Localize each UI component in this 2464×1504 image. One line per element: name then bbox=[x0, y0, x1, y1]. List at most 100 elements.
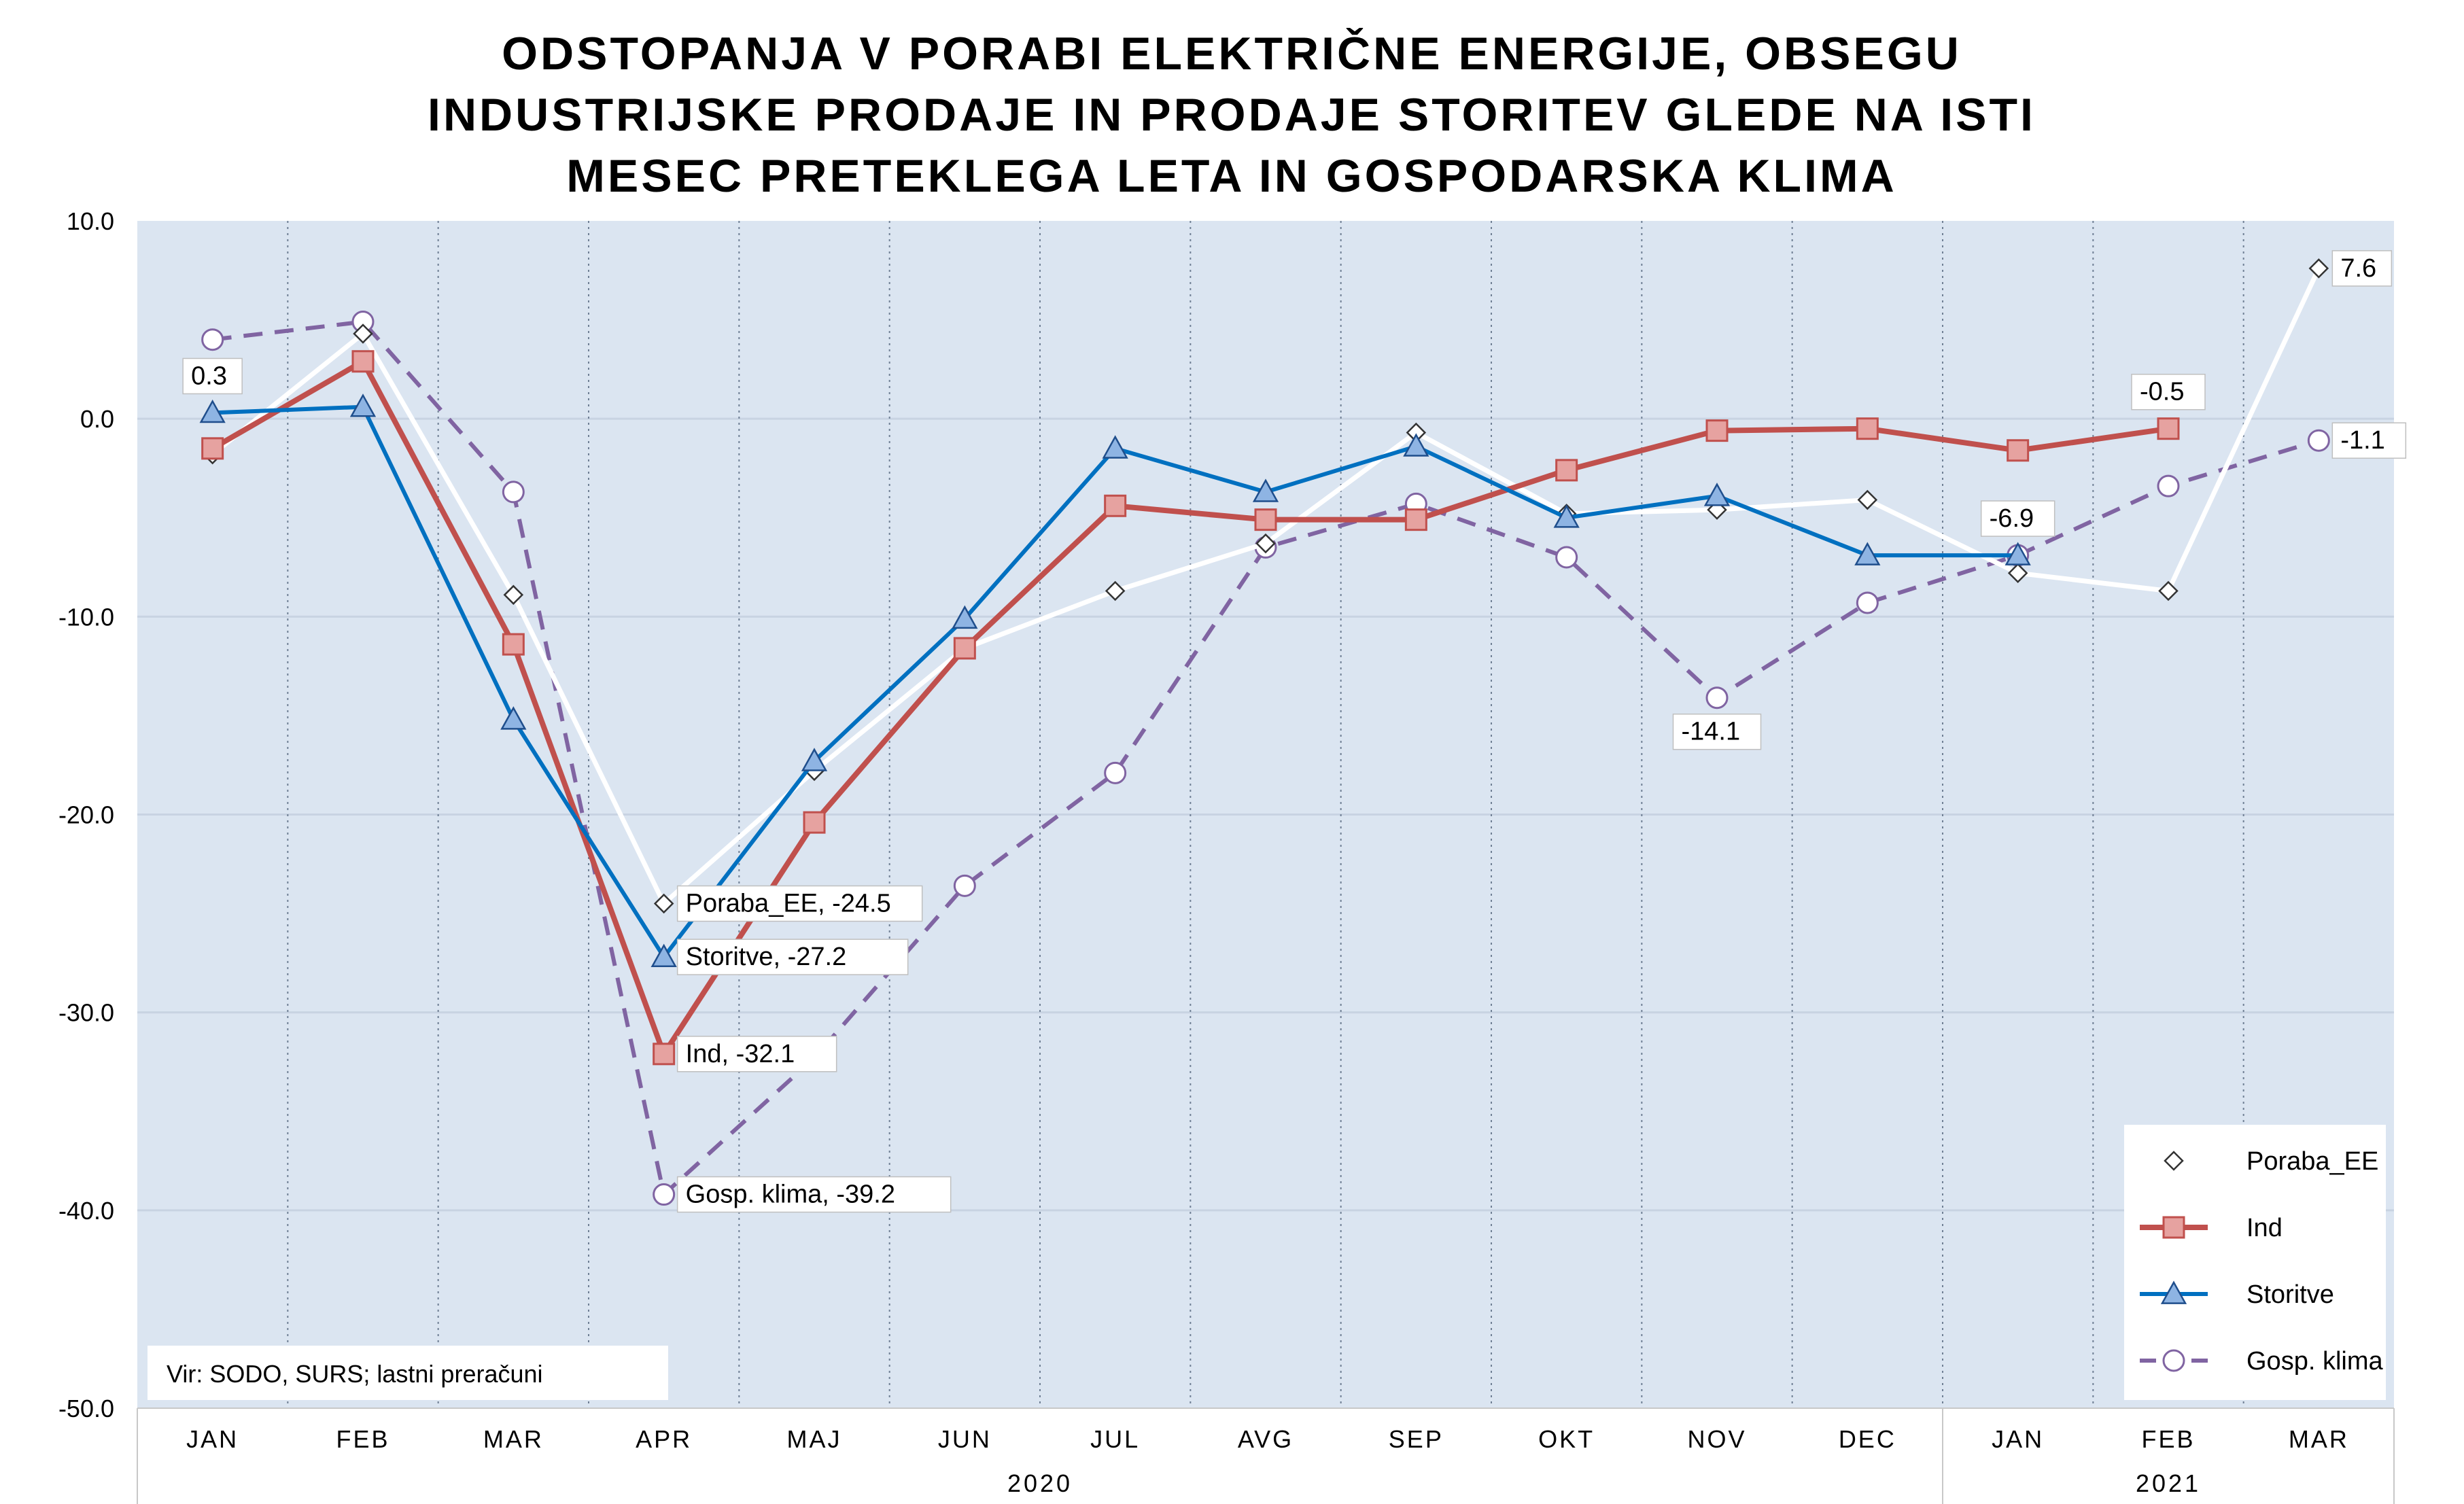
data-point-storitve bbox=[1854, 542, 1881, 565]
grid bbox=[137, 221, 2394, 1408]
x-group-label: 2020 bbox=[1007, 1469, 1073, 1497]
legend-label-gosp-klima: Gosp. klima bbox=[2246, 1347, 2383, 1376]
x-tick-label: JAN bbox=[1992, 1425, 2044, 1453]
series-storitve bbox=[199, 394, 2031, 967]
x-tick-label: JUN bbox=[938, 1425, 992, 1453]
axes: 10.0 0.0 -10.0 -20.0 -30.0 -40.0 -50.0 JAN FEB MA… bbox=[58, 207, 2395, 1504]
data-point-gosp-klima bbox=[953, 874, 976, 897]
chart-title-line-1: ODSTOPANJA V PORABI ELEKTRIČNE ENERGIJE,… bbox=[502, 27, 1962, 80]
data-labels: 0.3 Poraba_EE, -24.5 Storitve, -27.2 Ind, -… bbox=[182, 250, 2407, 1213]
data-point-gosp-klima bbox=[1555, 546, 1578, 569]
data-point-ind bbox=[502, 633, 525, 656]
data-point-poraba-ee bbox=[2158, 580, 2179, 601]
data-point-storitve bbox=[650, 943, 677, 967]
chart-title-line-3: MESEC PRETEKLEGA LETA IN GOSPODARSKA KLI… bbox=[566, 150, 1896, 202]
data-point-storitve bbox=[952, 605, 978, 629]
data-point-storitve bbox=[199, 399, 226, 423]
source-text: Vir: SODO, SURS; lastni preračuni bbox=[167, 1360, 543, 1388]
data-point-ind bbox=[1856, 417, 1879, 440]
data-point-ind bbox=[2157, 417, 2180, 440]
data-label-box bbox=[2131, 373, 2206, 410]
data-point-poraba-ee bbox=[503, 584, 524, 606]
data-label-box bbox=[1672, 713, 1762, 750]
data-point-storitve bbox=[349, 394, 377, 417]
data-point-poraba-ee bbox=[2007, 563, 2028, 584]
data-point-gosp-klima bbox=[201, 328, 224, 351]
data-label: -1.1 bbox=[2331, 422, 2407, 459]
data-point-poraba-ee bbox=[2308, 258, 2329, 279]
data-label-text: -1.1 bbox=[2340, 426, 2384, 455]
data-label-text: -0.5 bbox=[2140, 378, 2184, 406]
chart-title-line-2: INDUSTRIJSKE PRODAJE IN PRODAJE STORITEV… bbox=[428, 89, 2036, 141]
legend-marker-storitve bbox=[2160, 1280, 2187, 1304]
x-tick-label: AVG bbox=[1238, 1425, 1294, 1453]
data-label: -0.5 bbox=[2131, 373, 2206, 410]
series-ind bbox=[201, 350, 2180, 1066]
data-label: Ind, -32.1 bbox=[676, 1036, 837, 1072]
data-point-ind bbox=[2007, 439, 2030, 462]
data-point-gosp-klima bbox=[653, 1183, 676, 1206]
data-point-storitve bbox=[1252, 478, 1279, 502]
data-point-ind bbox=[1404, 508, 1427, 531]
data-label-box bbox=[182, 357, 243, 395]
data-label-text: Ind, -32.1 bbox=[686, 1040, 795, 1068]
legend-label-ind: Ind bbox=[2246, 1214, 2283, 1242]
data-label-box bbox=[2331, 250, 2393, 287]
chart-title: ODSTOPANJA V PORABI ELEKTRIČNE ENERGIJE,… bbox=[428, 27, 2036, 202]
data-point-gosp-klima bbox=[1705, 686, 1729, 710]
series bbox=[199, 258, 2330, 1206]
x-tick-label: JUL bbox=[1090, 1425, 1140, 1453]
data-label-box bbox=[676, 1176, 952, 1213]
data-point-storitve bbox=[500, 706, 527, 730]
x-tick-label: MAJ bbox=[787, 1425, 842, 1453]
data-point-poraba-ee bbox=[653, 893, 674, 914]
data-label: Gosp. klima, -39.2 bbox=[676, 1176, 952, 1213]
legend-label-poraba-ee: Poraba_EE bbox=[2246, 1147, 2378, 1176]
data-point-storitve bbox=[1102, 435, 1128, 459]
data-point-gosp-klima bbox=[1856, 591, 1879, 614]
data-label: Poraba_EE, -24.5 bbox=[676, 885, 923, 922]
data-point-storitve bbox=[2005, 542, 2031, 565]
data-point-poraba-ee bbox=[1105, 580, 1126, 601]
legend-marker-gosp-klima bbox=[2162, 1349, 2185, 1372]
data-point-ind bbox=[803, 811, 826, 834]
data-label-text: Storitve, -27.2 bbox=[686, 943, 847, 971]
data-label-text: 0.3 bbox=[191, 362, 227, 390]
data-point-ind bbox=[201, 437, 224, 460]
data-label-text: 7.6 bbox=[2340, 254, 2376, 283]
data-label: -6.9 bbox=[1980, 500, 2055, 537]
data-label: 7.6 bbox=[2331, 250, 2393, 287]
source-note: Vir: SODO, SURS; lastni preračuni bbox=[148, 1346, 668, 1400]
data-point-ind bbox=[1104, 494, 1127, 517]
data-label: 0.3 bbox=[182, 357, 243, 395]
x-group-label: 2021 bbox=[2136, 1469, 2201, 1497]
y-tick-label: 0.0 bbox=[80, 405, 114, 433]
data-point-ind bbox=[1254, 508, 1277, 531]
data-label-text: Poraba_EE, -24.5 bbox=[686, 890, 891, 918]
data-point-poraba-ee bbox=[1857, 489, 1878, 510]
data-point-ind bbox=[1705, 419, 1729, 442]
data-label-box bbox=[676, 939, 909, 975]
data-point-ind bbox=[653, 1043, 676, 1066]
data-point-ind bbox=[1555, 459, 1578, 482]
data-label-text: -14.1 bbox=[1682, 718, 1741, 746]
x-tick-label: NOV bbox=[1687, 1425, 1746, 1453]
x-tick-label: OKT bbox=[1538, 1425, 1595, 1453]
legend-marker-poraba-ee bbox=[2164, 1151, 2184, 1171]
data-label-box bbox=[2331, 422, 2407, 459]
x-tick-label: SEP bbox=[1389, 1425, 1444, 1453]
legend: Poraba_EE Ind Storitve Gosp. klima bbox=[2124, 1125, 2386, 1400]
series-line-ind bbox=[211, 358, 2169, 1057]
data-point-gosp-klima bbox=[2157, 474, 2180, 497]
data-point-ind bbox=[351, 350, 375, 373]
x-tick-label: FEB bbox=[2141, 1425, 2195, 1453]
legend-marker-ind bbox=[2162, 1216, 2185, 1239]
data-point-poraba-ee bbox=[353, 323, 373, 344]
data-label-text: Gosp. klima, -39.2 bbox=[686, 1181, 895, 1209]
data-point-gosp-klima bbox=[1104, 761, 1127, 784]
y-tick-label: -10.0 bbox=[58, 603, 114, 631]
data-label-text: -6.9 bbox=[1990, 504, 2034, 533]
data-point-gosp-klima bbox=[502, 480, 525, 504]
y-tick-label: -40.0 bbox=[58, 1197, 114, 1225]
